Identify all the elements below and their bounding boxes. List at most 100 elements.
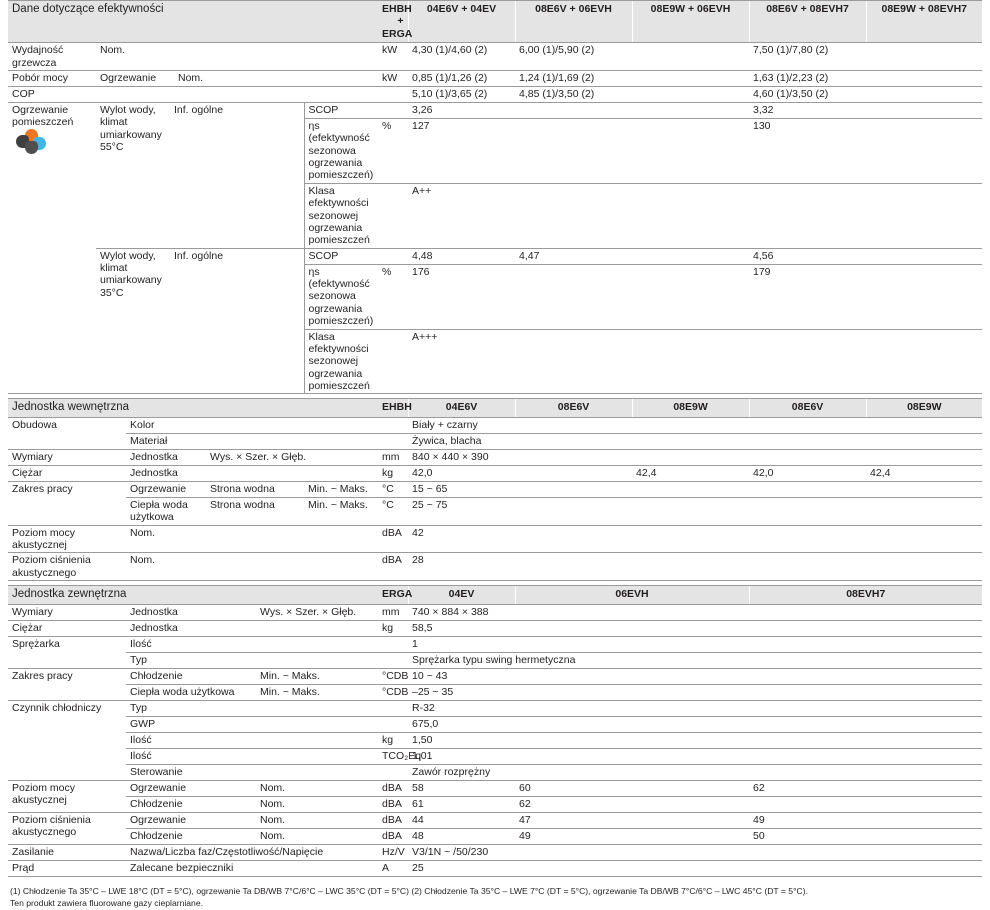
outdoor-dimensions-label: Wymiary	[8, 604, 126, 621]
outdoor-dimensions-value: 740 × 884 × 388	[408, 604, 982, 621]
indoor-sound-power-label: Poziom mocy akustycznej	[8, 525, 126, 554]
power-input-sub2: Nom.	[174, 70, 304, 87]
row-current: Prąd Zalecane bezpieczniki A 25	[8, 860, 982, 877]
indoor-range-heating-sub: Ogrzewanie	[126, 481, 206, 498]
casing-color-label: Kolor	[126, 417, 379, 434]
indoor-range-heating-sub3: Min. ~ Maks.	[304, 481, 379, 498]
footnote-line-1: (1) Chłodzenie Ta 35°C – LWE 18°C (DT = …	[10, 885, 808, 896]
compressor-qty-value: 1	[408, 636, 982, 653]
row-casing-color: Obudowa Kolor Biały + czarny	[8, 417, 983, 450]
current-label: Prąd	[8, 860, 126, 877]
etas35-v-right: 179	[749, 264, 982, 330]
power-supply-sub: Nazwa/Liczba faz/Częstotliwość/Napięcie	[126, 844, 378, 861]
cop-v1: 5,10 (1)/3,65 (2)	[408, 86, 515, 103]
outdoor-dimensions-sub: Jednostka	[126, 604, 256, 621]
row-cop: COP 5,10 (1)/3,65 (2) 4,85 (1)/3,50 (2) …	[8, 86, 982, 103]
indoor-sound-pressure-label: Poziom ciśnienia akustycznego	[8, 552, 126, 582]
indoor-weight-sub: Jednostka	[126, 465, 379, 482]
climate55-general: Inf. ogólne	[174, 102, 304, 249]
indoor-sound-pressure-value: 28	[408, 552, 983, 582]
row-spl-cooling: Chłodzenie Nom. dBA 48 49 50	[8, 828, 982, 845]
indoor-range-dhw-sub2: Strona wodna	[206, 497, 304, 526]
outdoor-dimensions-sub2: Wys. × Szer. × Głęb.	[256, 604, 378, 621]
power-input-label: Pobór mocy	[8, 70, 96, 87]
row-scop55: Ogrzewanie pomieszczeń Wylot wody, klima…	[8, 102, 982, 395]
indoor-range-heating-value: 15 ~ 65	[408, 481, 983, 498]
charge-tco2-sub: Ilość	[126, 748, 378, 765]
casing-material-value: Żywica, blacha	[408, 433, 983, 450]
gwp-value: 675,0	[408, 716, 982, 733]
outdoor-range-dhw-value: –25 ~ 35	[408, 684, 982, 701]
class35-value: A+++	[408, 329, 982, 395]
pwl-heating-sub2: Nom.	[256, 780, 378, 797]
efficiency-model-4: 08E9W + 08EVH7	[865, 0, 982, 44]
refrigerant-label: Czynnik chłodniczy	[8, 700, 126, 781]
space-heating-label-cell: Ogrzewanie pomieszczeń	[8, 102, 96, 395]
indoor-unit-table: Jednostka wewnętrzna EHBH 04E6V 08E6V 08…	[8, 398, 983, 582]
indoor-header-row: Jednostka wewnętrzna EHBH 04E6V 08E6V 08…	[8, 398, 983, 418]
row-pwl-heating: Poziom mocy akustycznej Ogrzewanie Nom. …	[8, 780, 982, 813]
indoor-range-dhw-unit: °C	[378, 497, 409, 526]
outdoor-weight-sub: Jednostka	[126, 620, 378, 637]
outdoor-range-cooling-value: 10 ~ 43	[408, 668, 982, 685]
class35-label: Klasa efektywności sezonowej ogrzewania …	[303, 329, 378, 395]
indoor-weight-v2: 42,4	[632, 465, 750, 482]
row-charge-kg: Ilość kg 1,50	[8, 732, 982, 749]
power-input-sub: Ogrzewanie	[96, 70, 174, 87]
indoor-range-heating-sub2: Strona wodna	[206, 481, 304, 498]
spl-heating-v1: 44	[408, 812, 515, 829]
pwl-label: Poziom mocy akustycznej	[8, 780, 126, 813]
scop35-v2: 4,47	[515, 248, 749, 265]
pwl-cooling-v2: 62	[515, 796, 982, 813]
pwl-cooling-sub: Chłodzenie	[126, 796, 256, 813]
power-input-v1: 0,85 (1)/1,26 (2)	[408, 70, 515, 87]
cop-unit	[378, 86, 408, 103]
compressor-label: Sprężarka	[8, 636, 126, 669]
row-control: Sterowanie Zawór rozprężny	[8, 764, 982, 781]
casing-material-label: Materiał	[126, 433, 379, 450]
compressor-type-value: Sprężarka typu swing hermetyczna	[408, 652, 982, 669]
outdoor-title: Jednostka zewnętrzna	[8, 585, 378, 605]
pwl-heating-v2: 60	[515, 780, 749, 797]
efficiency-model-1: 08E6V + 06EVH	[514, 0, 632, 44]
charge-kg-unit: kg	[378, 732, 408, 749]
pwl-cooling-sub2: Nom.	[256, 796, 378, 813]
row-outdoor-weight: Ciężar Jednostka kg 58,5	[8, 620, 982, 637]
row-pwl-cooling: Chłodzenie Nom. dBA 61 62	[8, 796, 982, 813]
cop-label: COP	[8, 86, 96, 103]
outdoor-range-label: Zakres pracy	[8, 668, 126, 701]
indoor-dimensions-value: 840 × 440 × 390	[408, 449, 983, 466]
compressor-type-sub: Typ	[126, 652, 378, 669]
row-outdoor-range-cooling: Zakres pracy Chłodzenie Min. ~ Maks. °CD…	[8, 668, 982, 701]
outdoor-model-0: 04EV	[407, 585, 515, 605]
control-value: Zawór rozprężny	[408, 764, 982, 781]
row-scop35: Wylot wody, klimat umiarkowany 35°C Inf.…	[8, 248, 982, 395]
row-indoor-range-dhw: Ciepła woda użytkowa Strona wodna Min. ~…	[8, 497, 983, 526]
indoor-range-label: Zakres pracy	[8, 481, 126, 526]
scop55-label: SCOP	[303, 102, 378, 119]
efficiency-title: Dane dotyczące efektywności	[8, 0, 378, 44]
power-supply-label: Zasilanie	[8, 844, 126, 861]
outdoor-weight-unit: kg	[378, 620, 408, 637]
outdoor-series: ERGA	[378, 585, 412, 605]
heating-capacity-v3: 7,50 (1)/7,80 (2)	[749, 42, 982, 71]
etas55-label: ηs (efektywność sezonowa ogrzewania pomi…	[303, 118, 378, 184]
indoor-model-2: 08E9W	[631, 398, 750, 418]
indoor-range-dhw-value: 25 ~ 75	[408, 497, 983, 526]
current-sub: Zalecane bezpieczniki	[126, 860, 378, 877]
outdoor-range-dhw-sub2: Min. ~ Maks.	[256, 684, 378, 701]
efficiency-model-3: 08E6V + 08EVH7	[748, 0, 866, 44]
footnotes: (1) Chłodzenie Ta 35°C – LWE 18°C (DT = …	[8, 881, 982, 910]
pwl-heating-v1: 58	[408, 780, 515, 797]
spl-heating-sub: Ogrzewanie	[126, 812, 256, 829]
outdoor-range-dhw-sub: Ciepła woda użytkowa	[126, 684, 256, 701]
row-compressor-type: Typ Sprężarka typu swing hermetyczna	[8, 652, 982, 669]
indoor-sound-pressure-sub: Nom.	[126, 552, 379, 582]
row-casing-material: Materiał Żywica, blacha	[8, 433, 983, 450]
casing-label: Obudowa	[8, 417, 126, 450]
indoor-model-3: 08E6V	[748, 398, 867, 418]
indoor-weight-v3: 42,0	[749, 465, 867, 482]
charge-kg-sub: Ilość	[126, 732, 378, 749]
cop-v2: 4,85 (1)/3,50 (2)	[515, 86, 749, 103]
row-indoor-sound-power: Poziom mocy akustycznej Nom. dBA 42	[8, 525, 983, 554]
